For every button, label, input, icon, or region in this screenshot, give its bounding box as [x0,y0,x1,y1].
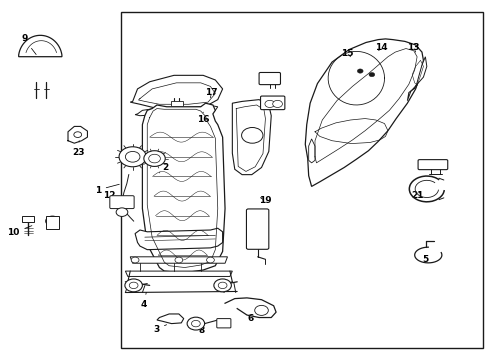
Text: 11: 11 [122,151,135,160]
Polygon shape [19,35,62,57]
Text: 4: 4 [140,293,146,309]
Text: 19: 19 [258,196,271,205]
Polygon shape [135,228,222,249]
Circle shape [206,257,214,263]
Circle shape [116,208,127,216]
Polygon shape [407,57,426,101]
Polygon shape [157,314,183,324]
FancyBboxPatch shape [170,102,183,106]
Polygon shape [305,39,423,186]
Text: 18: 18 [428,161,441,170]
Text: 5: 5 [421,255,427,264]
FancyBboxPatch shape [417,159,447,170]
Circle shape [218,282,226,289]
FancyBboxPatch shape [22,216,34,222]
Text: 21: 21 [410,190,423,199]
Circle shape [125,152,140,162]
Circle shape [129,282,138,289]
Polygon shape [135,105,217,116]
Polygon shape [130,75,222,108]
FancyBboxPatch shape [216,319,230,328]
FancyBboxPatch shape [45,216,59,229]
Circle shape [264,100,274,108]
Text: 20: 20 [258,77,270,86]
Text: 14: 14 [374,42,387,51]
Circle shape [357,69,363,73]
Text: 7: 7 [251,223,258,235]
Text: 2: 2 [159,163,168,173]
FancyBboxPatch shape [110,196,134,208]
Circle shape [213,279,231,292]
Text: 8: 8 [198,326,204,335]
Circle shape [175,257,183,263]
Circle shape [143,151,165,166]
Bar [120,12,482,348]
Text: 9: 9 [21,35,36,55]
Text: 22: 22 [263,103,275,112]
Circle shape [45,216,59,226]
FancyBboxPatch shape [246,209,268,249]
Circle shape [272,100,282,108]
Text: 6: 6 [247,314,253,323]
Text: 10: 10 [7,226,32,237]
Text: 1: 1 [94,184,119,194]
Text: 23: 23 [72,141,84,157]
Circle shape [368,72,374,77]
Polygon shape [232,100,271,175]
Text: 3: 3 [153,325,166,334]
Text: 12: 12 [103,190,121,199]
FancyBboxPatch shape [260,96,285,110]
Circle shape [187,317,204,330]
Polygon shape [308,139,314,163]
Circle shape [124,279,142,292]
Polygon shape [142,103,224,273]
Circle shape [254,305,268,315]
FancyBboxPatch shape [259,72,280,85]
Text: 16: 16 [197,112,209,125]
Circle shape [131,257,139,263]
Polygon shape [130,257,227,263]
Text: 15: 15 [341,49,353,58]
Circle shape [241,127,263,143]
Circle shape [148,154,160,163]
Text: 13: 13 [407,42,419,52]
Circle shape [191,320,200,327]
Circle shape [74,132,81,138]
Text: 17: 17 [204,88,217,98]
Polygon shape [125,271,232,276]
Circle shape [119,147,146,167]
